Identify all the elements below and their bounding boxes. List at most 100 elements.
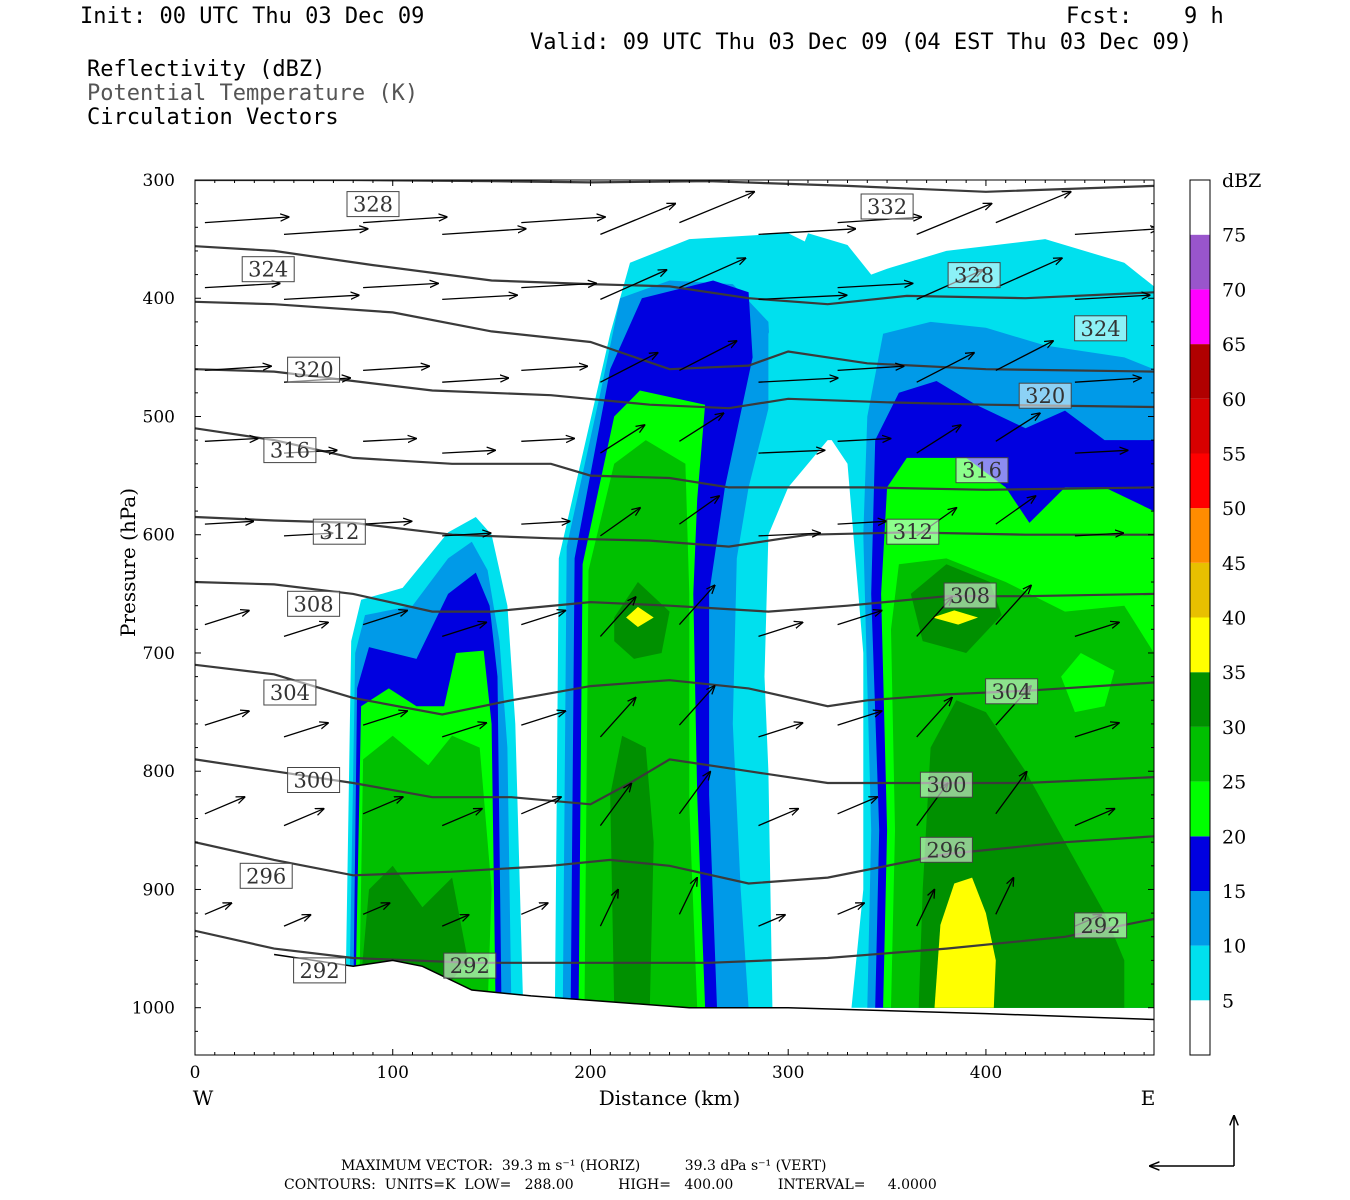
circulation-vector xyxy=(204,611,249,626)
x-tick-label: 300 xyxy=(772,1063,804,1083)
colorbar-swatch xyxy=(1190,180,1210,235)
circulation-vector xyxy=(283,622,328,638)
circulation-vector xyxy=(442,450,495,453)
theta-contour-label: 292 xyxy=(293,957,347,984)
svg-text:328: 328 xyxy=(353,193,393,217)
colorbar-swatch xyxy=(1190,289,1210,345)
colorbar-swatch xyxy=(1190,398,1210,454)
valid-time: Valid: 09 UTC Thu 03 Dec 09 (04 EST Thu … xyxy=(530,30,1193,55)
circulation-vector xyxy=(837,439,891,442)
svg-text:304: 304 xyxy=(270,681,310,705)
theta-contour-label: 296 xyxy=(919,836,973,863)
circulation-vector xyxy=(283,723,328,738)
colorbar-swatch xyxy=(1190,617,1210,673)
theta-contour-line xyxy=(195,663,1154,716)
svg-text:312: 312 xyxy=(893,520,933,544)
colorbar-level-label: 35 xyxy=(1222,662,1246,684)
colorbar-swatch xyxy=(1190,1000,1210,1055)
colorbar-level-label: 40 xyxy=(1222,608,1246,630)
circulation-vector xyxy=(442,295,517,301)
colorbar-swatch xyxy=(1190,945,1210,1001)
colorbar-level-label: 30 xyxy=(1222,717,1246,739)
theta-contour-label: 300 xyxy=(287,767,341,793)
colorbar-level-label: 50 xyxy=(1222,498,1246,520)
circulation-vector xyxy=(916,890,935,927)
x-tick-label: 100 xyxy=(377,1063,409,1083)
svg-text:312: 312 xyxy=(319,520,359,544)
circulation-vector xyxy=(362,903,389,915)
theta-contour-label: 304 xyxy=(263,679,317,706)
theta-contour-line xyxy=(195,300,1154,373)
contours-note: CONTOURS: UNITS=K LOW= 288.00 HIGH= 400.… xyxy=(284,1177,937,1193)
circulation-vector xyxy=(204,283,280,289)
colorbar-level-label: 15 xyxy=(1222,881,1246,903)
x-tick-label: 0 xyxy=(190,1063,201,1083)
circulation-vector xyxy=(1074,450,1128,453)
svg-text:296: 296 xyxy=(246,864,286,888)
circulation-vector xyxy=(442,622,486,638)
circulation-vector xyxy=(679,413,723,442)
circulation-vector xyxy=(995,878,1014,915)
x-tick-label: 400 xyxy=(970,1063,1002,1083)
theta-contour-line xyxy=(195,427,1154,491)
x-axis-label: Distance (km) xyxy=(599,1086,741,1110)
theta-contour-line xyxy=(195,180,1154,193)
svg-text:320: 320 xyxy=(294,358,334,382)
theta-contour-label: 332 xyxy=(860,193,914,220)
theta-contour-label: 324 xyxy=(1074,315,1128,342)
colorbar-title: dBZ xyxy=(1222,170,1261,192)
east-cell-35dbz xyxy=(934,877,996,1008)
svg-text:292: 292 xyxy=(450,954,490,978)
circulation-vector xyxy=(283,809,324,827)
svg-text:328: 328 xyxy=(954,264,994,288)
circulation-vector xyxy=(758,229,856,236)
theta-contour-label: 316 xyxy=(263,437,317,464)
circulation-vector xyxy=(600,353,657,383)
circulation-vector xyxy=(599,890,618,927)
circulation-vector xyxy=(837,611,882,626)
svg-text:308: 308 xyxy=(950,584,990,608)
colorbar-swatch xyxy=(1190,890,1210,946)
circulation-vector xyxy=(521,711,565,726)
colorbar-swatch xyxy=(1190,562,1210,618)
field-potential-temperature: Potential Temperature (K) xyxy=(87,81,419,106)
colorbar-level-label: 5 xyxy=(1222,990,1234,1012)
circulation-vector xyxy=(1153,913,1154,915)
circulation-vector xyxy=(363,217,447,224)
circulation-vector xyxy=(916,204,992,236)
circulation-vector xyxy=(600,508,640,537)
svg-text:300: 300 xyxy=(294,769,334,793)
east-cell-20dbz-pocket xyxy=(1061,653,1115,713)
init-time: Init: 00 UTC Thu 03 Dec 09 xyxy=(80,4,425,29)
svg-text:296: 296 xyxy=(926,838,966,862)
circulation-vector xyxy=(599,784,631,826)
circulation-vector xyxy=(837,711,882,726)
theta-contour-label: 328 xyxy=(947,262,1001,289)
field-circulation-vectors: Circulation Vectors xyxy=(87,105,339,130)
circulation-vector xyxy=(995,192,1071,224)
colorbar-level-label: 25 xyxy=(1222,772,1246,794)
x-tick-label: 200 xyxy=(574,1063,606,1083)
circulation-vector xyxy=(521,366,587,372)
circulation-vector xyxy=(916,425,961,454)
circulation-vector xyxy=(679,192,754,224)
circulation-vector xyxy=(599,698,635,738)
theta-contour-label: 320 xyxy=(287,356,341,383)
circulation-vector xyxy=(1074,378,1141,383)
circulation-vector xyxy=(1074,809,1115,827)
circulation-vector xyxy=(204,903,231,915)
theta-contour-label: 292 xyxy=(443,952,497,979)
circulation-vector xyxy=(600,425,644,454)
circulation-vector xyxy=(204,217,289,224)
svg-text:324: 324 xyxy=(248,258,288,282)
y-tick-label: 700 xyxy=(143,644,175,664)
colorbar-level-label: 60 xyxy=(1222,389,1246,411)
circulation-vector xyxy=(916,353,974,383)
y-tick-label: 800 xyxy=(143,762,175,782)
y-tick-label: 1000 xyxy=(132,999,175,1019)
circulation-vector xyxy=(1074,229,1154,236)
circulation-vector xyxy=(362,611,407,626)
svg-text:292: 292 xyxy=(300,959,340,983)
colorbar-swatch xyxy=(1190,234,1210,290)
y-tick-label: 400 xyxy=(143,289,175,309)
